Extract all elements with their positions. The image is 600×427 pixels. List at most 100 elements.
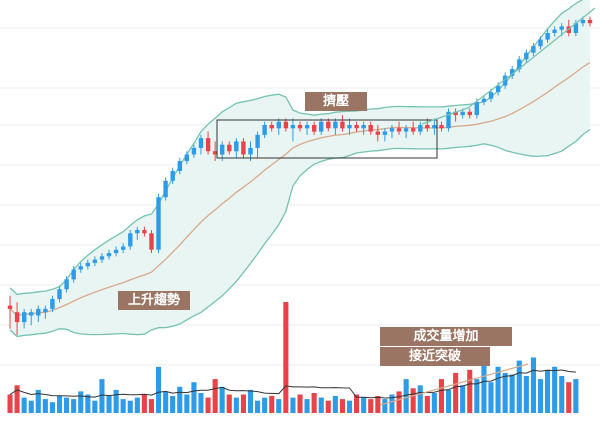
candle-body — [573, 23, 579, 33]
volume-bar — [573, 379, 579, 413]
volume-bar — [106, 396, 112, 413]
volume-bar — [184, 394, 190, 413]
volume-bar — [375, 396, 381, 413]
candle-body — [524, 52, 529, 60]
volume-bar — [35, 389, 41, 413]
volume-bar — [120, 399, 126, 413]
candle — [297, 121, 303, 132]
candle-body — [184, 154, 189, 162]
candle-body — [14, 312, 20, 323]
candle-body — [531, 46, 536, 53]
candle-body — [29, 312, 34, 316]
volume-bar — [71, 399, 77, 413]
candle-body — [99, 256, 105, 260]
candle-body — [467, 111, 472, 116]
volume-bar — [502, 372, 508, 413]
candle — [227, 141, 232, 155]
volume-bar — [127, 400, 133, 413]
volume-bar — [424, 396, 430, 413]
candle-body — [156, 197, 161, 250]
volume-bar — [382, 399, 388, 413]
volume-bar — [212, 379, 218, 413]
candle-body — [170, 170, 175, 181]
volume-bar — [219, 386, 225, 413]
volume-bar — [559, 376, 565, 413]
candle — [14, 302, 20, 336]
volume-bar — [148, 399, 154, 413]
candle-body — [290, 125, 296, 129]
volume-bar — [311, 393, 317, 413]
volume-bar — [495, 366, 501, 414]
candle-body — [191, 147, 197, 155]
candle — [156, 193, 161, 254]
candle — [142, 226, 147, 237]
candle-body — [177, 161, 182, 171]
volume-bar — [368, 399, 374, 413]
candle — [326, 118, 331, 132]
volume-bar — [304, 399, 310, 413]
candle — [234, 138, 239, 158]
candle — [269, 121, 274, 132]
candle — [587, 16, 593, 27]
candle — [481, 95, 487, 106]
candle-body — [43, 308, 48, 313]
candle — [467, 108, 472, 119]
volume-bar — [410, 388, 416, 413]
candle-body — [382, 131, 388, 135]
volume-bar — [226, 394, 232, 413]
candle — [453, 108, 458, 122]
bollinger-band-area — [10, 0, 590, 337]
candle — [418, 121, 423, 135]
volume-average-line — [9, 369, 576, 399]
volume-bar — [474, 379, 480, 413]
candle — [396, 121, 402, 135]
candle — [262, 121, 267, 139]
candle-body — [36, 308, 41, 316]
candle — [106, 249, 112, 260]
candle-body — [389, 128, 395, 132]
candle-body — [587, 19, 593, 24]
candle — [502, 72, 508, 89]
candle-body — [559, 26, 564, 30]
candle — [524, 49, 529, 63]
candle — [382, 128, 388, 142]
volume-bar — [354, 394, 360, 413]
volume-bar — [156, 366, 162, 414]
candle-body — [304, 125, 310, 129]
candle-body — [7, 305, 13, 309]
breakout-trend-line — [421, 7, 596, 125]
candle-body — [255, 134, 260, 148]
volume-bar — [325, 400, 331, 413]
squeeze-box — [216, 119, 438, 159]
candle — [43, 305, 48, 319]
candle-body — [283, 121, 289, 129]
candle-body — [234, 141, 239, 152]
volume-bar — [453, 372, 459, 413]
candle-body — [545, 33, 550, 40]
candle-body — [262, 125, 267, 135]
candle-body — [510, 69, 515, 76]
candle-body — [78, 266, 83, 270]
candle-body — [276, 121, 281, 129]
candle-body — [50, 299, 55, 309]
volume-bar — [7, 394, 13, 413]
volume-bar — [141, 394, 147, 413]
volume-bar — [28, 400, 34, 413]
candle — [99, 253, 105, 263]
candle — [128, 230, 133, 250]
volume-bar — [318, 397, 324, 413]
candle — [78, 262, 83, 273]
candle-body — [474, 102, 479, 116]
volume-bar — [240, 394, 246, 413]
candle-body — [57, 289, 62, 300]
candle-body — [340, 121, 345, 129]
candle — [36, 305, 41, 323]
candle — [22, 308, 27, 329]
candle-body — [403, 128, 409, 132]
candle — [149, 230, 154, 254]
volume-bar — [297, 394, 303, 413]
candle-body — [580, 19, 586, 24]
candle — [113, 246, 119, 257]
bollinger-lower-line — [9, 128, 591, 338]
